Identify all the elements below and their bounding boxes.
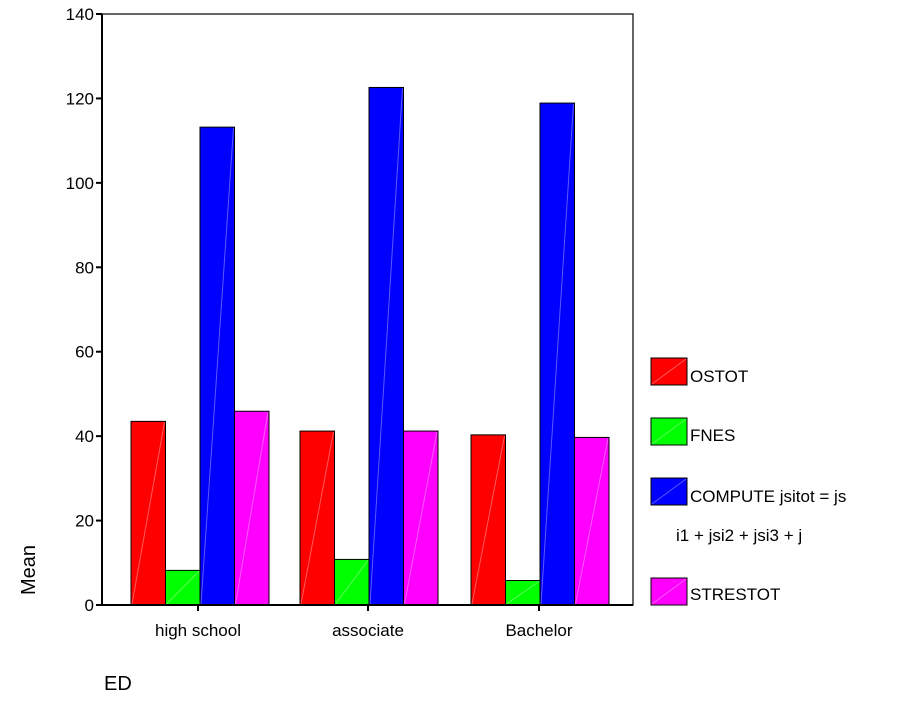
y-tick-label: 120 xyxy=(66,89,94,108)
x-tick-label: associate xyxy=(332,621,404,640)
legend: OSTOT FNES COMPUTE jsitot = js i1 + jsi2 + … xyxy=(650,357,846,606)
bar-high-school-0 xyxy=(130,420,166,606)
legend-item-3: STRESTOT xyxy=(650,577,780,606)
y-tick-label: 140 xyxy=(66,5,94,24)
legend-swatch xyxy=(650,577,688,606)
axes: 0 20 40 60 80 100 120 140 high school associate Ba… xyxy=(66,5,633,640)
bar-associate-0 xyxy=(299,430,335,606)
bar-high-school-2 xyxy=(199,126,235,606)
x-tick-label: Bachelor xyxy=(505,621,572,640)
x-tick-label: high school xyxy=(155,621,241,640)
legend-item-1: FNES xyxy=(650,417,735,446)
bar-bachelor-2 xyxy=(539,102,575,606)
y-tick-label: 60 xyxy=(75,343,94,362)
bar-bachelor-0 xyxy=(470,434,506,606)
bar-associate-1 xyxy=(334,558,370,606)
bars xyxy=(130,86,610,606)
legend-swatch xyxy=(650,477,688,506)
y-tick-label: 0 xyxy=(85,596,94,615)
legend-item-0: OSTOT xyxy=(650,357,748,386)
y-tick-label: 20 xyxy=(75,512,94,531)
legend-label: COMPUTE jsitot = js xyxy=(690,487,846,506)
legend-label-continued: i1 + jsi2 + jsi3 + j xyxy=(676,526,802,545)
legend-swatch xyxy=(650,417,688,446)
bar-associate-2 xyxy=(368,86,404,606)
bar-high-school-1 xyxy=(165,569,201,606)
y-tick-label: 40 xyxy=(75,427,94,446)
y-axis-title: Mean xyxy=(18,545,40,595)
legend-label: FNES xyxy=(690,426,735,445)
bar-bachelor-1 xyxy=(505,580,541,606)
x-axis-title: ED xyxy=(104,673,132,695)
bar-bachelor-3 xyxy=(574,436,610,606)
y-tick-label: 80 xyxy=(75,258,94,277)
bar-high-school-3 xyxy=(234,410,270,606)
legend-item-2: COMPUTE jsitot = js i1 + jsi2 + jsi3 + j xyxy=(650,477,846,545)
legend-label: OSTOT xyxy=(690,367,748,386)
legend-swatch xyxy=(650,357,688,386)
legend-label: STRESTOT xyxy=(690,585,780,604)
y-tick-label: 100 xyxy=(66,174,94,193)
bar-associate-3 xyxy=(403,430,439,606)
